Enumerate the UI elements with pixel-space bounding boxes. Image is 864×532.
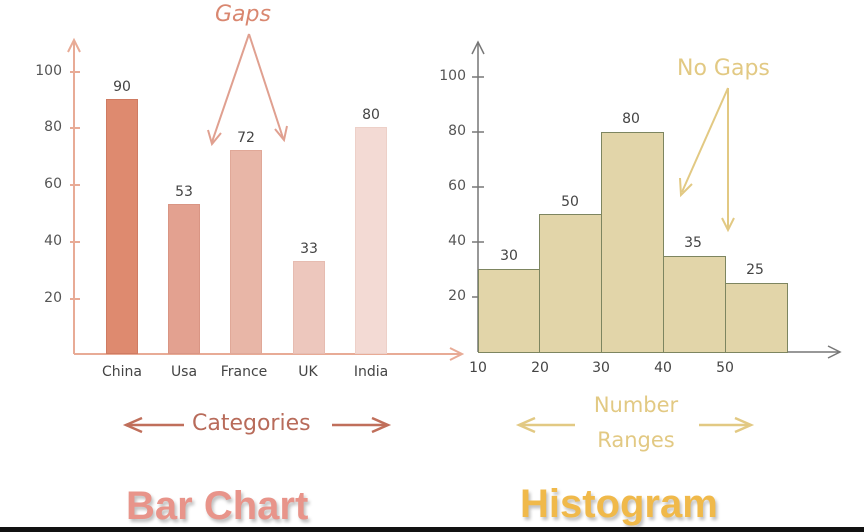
bar-france [230,150,262,354]
bar-india [355,127,387,354]
bin-value-1: 30 [500,248,518,264]
categories-arrows [122,416,392,434]
x-tick-10: 10 [469,360,487,376]
categories-caption: Categories [192,411,311,436]
value-uk: 33 [300,241,318,257]
x-tick-20: 20 [531,360,549,376]
histogram-bin-10-20 [478,269,541,353]
h-y-tick-20: 20 [448,288,466,304]
h-y-tick-80: 80 [448,123,466,139]
bar-china [106,99,138,354]
h-y-tick-100: 100 [439,68,466,84]
bar-usa [168,204,200,354]
histogram-bin-20-30 [539,214,602,353]
value-china: 90 [113,79,131,95]
bin-value-5: 25 [746,262,764,278]
number-ranges-arrows [515,416,755,434]
number-ranges-caption-line2: Ranges [597,428,675,452]
bin-value-2: 50 [561,194,579,210]
bin-value-3: 80 [622,111,640,127]
value-france: 72 [237,130,255,146]
h-y-tick-40: 40 [448,233,466,249]
histogram-title: Histogram [520,482,718,526]
value-india: 80 [362,107,380,123]
x-tick-50: 50 [716,360,734,376]
category-usa: Usa [170,364,198,380]
y-tick-20: 20 [44,290,62,306]
gaps-annotation: Gaps [215,2,271,27]
y-tick-100: 100 [35,63,62,79]
no-gaps-annotation: No Gaps [677,56,770,81]
x-tick-40: 40 [654,360,672,376]
category-china: China [102,364,142,380]
x-tick-30: 30 [592,360,610,376]
y-tick-60: 60 [44,176,62,192]
bar-chart-title: Bar Chart [126,484,309,528]
histogram-axes [471,40,842,359]
histogram-bin-40-50 [663,256,726,353]
y-tick-80: 80 [44,119,62,135]
bar-chart-axes [67,33,465,361]
bin-value-4: 35 [684,235,702,251]
bar-uk [293,261,325,354]
number-ranges-caption-line1: Number [593,393,679,417]
value-usa: 53 [175,184,193,200]
h-y-tick-60: 60 [448,178,466,194]
category-france: France [220,364,268,380]
histogram-bin-50-60 [725,283,788,353]
bottom-border [0,527,864,532]
category-india: India [353,364,389,380]
y-tick-40: 40 [44,233,62,249]
category-uk: UK [298,364,318,380]
histogram-bin-30-40 [601,132,664,353]
